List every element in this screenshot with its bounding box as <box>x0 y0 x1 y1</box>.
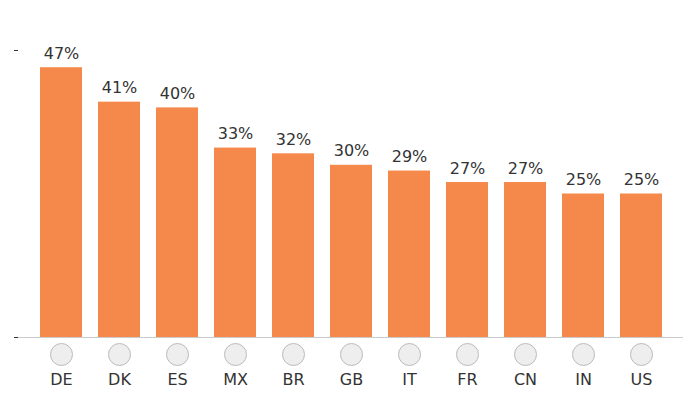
svg-text:DK: DK <box>108 370 131 389</box>
svg-text:33%: 33% <box>218 124 254 143</box>
svg-text:25%: 25% <box>624 170 660 189</box>
svg-text:US: US <box>631 370 653 389</box>
svg-text:DE: DE <box>50 370 72 389</box>
svg-text:BR: BR <box>282 370 304 389</box>
svg-text:32%: 32% <box>276 130 312 149</box>
svg-text:27%: 27% <box>508 159 544 178</box>
svg-text:FR: FR <box>457 370 477 389</box>
svg-text:IN: IN <box>575 370 592 389</box>
svg-text:25%: 25% <box>566 170 602 189</box>
svg-text:41%: 41% <box>102 78 138 97</box>
svg-text:30%: 30% <box>334 141 370 160</box>
svg-text:27%: 27% <box>450 159 486 178</box>
svg-text:IT: IT <box>402 370 417 389</box>
svg-text:GB: GB <box>340 370 363 389</box>
svg-text:47%: 47% <box>44 44 80 63</box>
svg-text:29%: 29% <box>392 147 428 166</box>
svg-text:MX: MX <box>223 370 248 389</box>
svg-text:40%: 40% <box>160 84 196 103</box>
svg-text:ES: ES <box>167 370 187 389</box>
svg-text:CN: CN <box>514 370 537 389</box>
